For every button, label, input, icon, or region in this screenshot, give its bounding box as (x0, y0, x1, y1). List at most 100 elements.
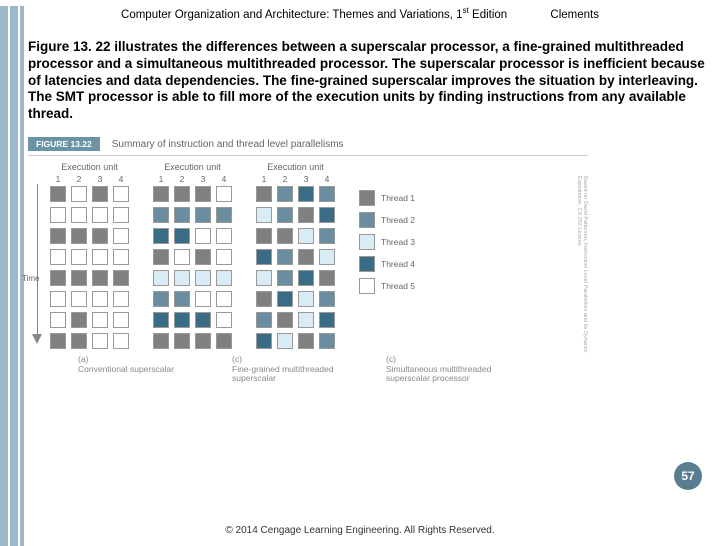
col-num: 3 (195, 174, 211, 184)
figure-diagram: Time Execution unit 1234 Execution unit … (28, 156, 588, 349)
grid-cell (113, 270, 129, 286)
grid-cell (277, 207, 293, 223)
grid-row (50, 270, 129, 286)
grid-cell (319, 186, 335, 202)
grid-cell (298, 270, 314, 286)
col-num: 1 (256, 174, 272, 184)
grid-cell (298, 186, 314, 202)
source-attribution: Based on David Patterson, Instruction Le… (576, 176, 588, 376)
panel-captions: (a) Conventional superscalar (c) Fine-gr… (78, 355, 588, 383)
book-title-pre: Computer Organization and Architecture: … (121, 9, 463, 21)
grid-cell (71, 291, 87, 307)
grid-cell (113, 249, 129, 265)
grid-row (153, 291, 232, 307)
grid-cell (174, 207, 190, 223)
grid-cell (71, 270, 87, 286)
grid-row (153, 312, 232, 328)
grid-cell (92, 249, 108, 265)
grid-row (153, 249, 232, 265)
grid-cell (216, 186, 232, 202)
grid-cell (92, 312, 108, 328)
figure-caption: Summary of instruction and thread level … (112, 139, 344, 150)
col-num: 2 (71, 174, 87, 184)
figure-header: FIGURE 13.22 Summary of instruction and … (28, 135, 588, 156)
grid-cell (319, 312, 335, 328)
grid-cell (256, 333, 272, 349)
grid-cell (277, 291, 293, 307)
grid-cell (50, 186, 66, 202)
grid-cell (195, 228, 211, 244)
grid-cell (298, 312, 314, 328)
legend-item: Thread 2 (359, 212, 415, 228)
grid-row (256, 291, 335, 307)
grid-row (50, 333, 129, 349)
grid-row (50, 228, 129, 244)
grid-cell (319, 249, 335, 265)
panel-c: Execution unit 1234 (256, 162, 335, 349)
panel-b-title: Execution unit (153, 162, 232, 172)
grid-cell (277, 228, 293, 244)
panel-c-caption: (c) Simultaneous multithreaded superscal… (386, 355, 516, 383)
legend-item: Thread 3 (359, 234, 415, 250)
grid-row (256, 312, 335, 328)
legend-swatch (359, 278, 375, 294)
body-paragraph: Figure 13. 22 illustrates the difference… (28, 39, 712, 123)
grid-cell (153, 249, 169, 265)
grid-row (256, 228, 335, 244)
grid-cell (153, 312, 169, 328)
grid-row (256, 186, 335, 202)
grid-cell (216, 249, 232, 265)
grid-cell (153, 333, 169, 349)
grid-row (256, 270, 335, 286)
grid-cell (319, 291, 335, 307)
col-num: 4 (319, 174, 335, 184)
copyright-text: © 2014 Cengage Learning Engineering. All… (0, 525, 720, 536)
grid-cell (174, 228, 190, 244)
grid-cell (195, 186, 211, 202)
grid-cell (319, 333, 335, 349)
grid-row (50, 312, 129, 328)
legend-label: Thread 1 (381, 193, 415, 203)
grid-cell (298, 291, 314, 307)
legend-label: Thread 3 (381, 237, 415, 247)
page-number-badge: 57 (674, 462, 702, 490)
col-num: 3 (92, 174, 108, 184)
book-title-post: Edition (469, 9, 507, 21)
grid-cell (113, 207, 129, 223)
grid-cell (298, 249, 314, 265)
grid-cell (298, 228, 314, 244)
grid-cell (92, 270, 108, 286)
grid-cell (92, 186, 108, 202)
panel-a: Execution unit 1234 (50, 162, 129, 349)
grid-cell (153, 291, 169, 307)
grid-cell (256, 291, 272, 307)
grid-cell (50, 207, 66, 223)
grid-cell (216, 291, 232, 307)
grid-cell (113, 186, 129, 202)
grid-row (50, 207, 129, 223)
grid-cell (277, 186, 293, 202)
grid-cell (153, 228, 169, 244)
grid-cell (92, 228, 108, 244)
legend: Thread 1Thread 2Thread 3Thread 4Thread 5 (359, 190, 415, 349)
grid-cell (256, 207, 272, 223)
grid-cell (174, 333, 190, 349)
grid-cell (153, 186, 169, 202)
figure-badge: FIGURE 13.22 (28, 137, 100, 151)
grid-cell (277, 312, 293, 328)
panel-c-title: Execution unit (256, 162, 335, 172)
grid-cell (50, 249, 66, 265)
grid-cell (298, 333, 314, 349)
col-num: 1 (153, 174, 169, 184)
grid-cell (153, 270, 169, 286)
panel-a-title: Execution unit (50, 162, 129, 172)
grid-cell (216, 228, 232, 244)
grid-cell (113, 333, 129, 349)
grid-cell (50, 270, 66, 286)
grid-cell (298, 207, 314, 223)
grid-cell (71, 312, 87, 328)
panel-b-caption: (c) Fine-grained multithreaded superscal… (232, 355, 362, 383)
grid-cell (256, 312, 272, 328)
grid-cell (50, 333, 66, 349)
panel-b: Execution unit 1234 (153, 162, 232, 349)
